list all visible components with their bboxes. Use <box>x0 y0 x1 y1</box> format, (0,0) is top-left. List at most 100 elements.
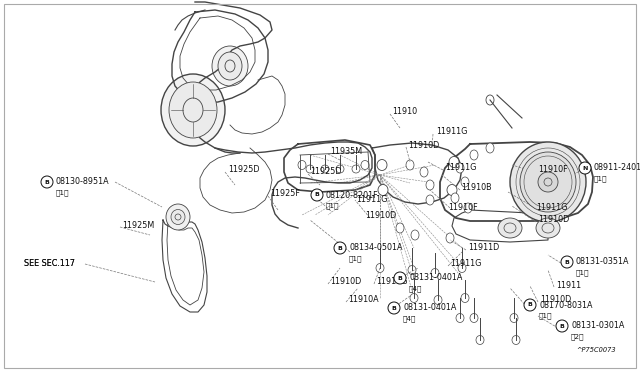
Text: 08120-8201F: 08120-8201F <box>326 190 379 199</box>
Ellipse shape <box>321 165 329 173</box>
Ellipse shape <box>431 269 439 278</box>
Ellipse shape <box>396 223 404 233</box>
Text: 11911G: 11911G <box>376 278 408 286</box>
Ellipse shape <box>166 204 190 230</box>
Text: （2）: （2） <box>571 334 584 340</box>
Ellipse shape <box>161 74 225 146</box>
Text: 11911G: 11911G <box>436 128 467 137</box>
Text: 11925D: 11925D <box>310 167 342 176</box>
Text: 11910D: 11910D <box>540 295 572 305</box>
Text: N: N <box>582 166 588 170</box>
Ellipse shape <box>486 95 494 105</box>
Text: （4）: （4） <box>403 316 417 322</box>
Text: 11911G: 11911G <box>356 196 387 205</box>
Ellipse shape <box>426 195 434 205</box>
Text: B: B <box>45 180 49 185</box>
Circle shape <box>556 320 568 332</box>
Text: 11910: 11910 <box>392 108 417 116</box>
Ellipse shape <box>510 142 586 222</box>
Text: 11925M: 11925M <box>122 221 154 230</box>
Circle shape <box>579 162 591 174</box>
Ellipse shape <box>461 294 469 302</box>
Ellipse shape <box>361 160 369 170</box>
Text: 08131-0351A: 08131-0351A <box>576 257 630 266</box>
Text: ^P75C0073: ^P75C0073 <box>576 347 616 353</box>
Text: （1）: （1） <box>539 313 552 319</box>
Ellipse shape <box>352 165 360 173</box>
Text: 〈1〉: 〈1〉 <box>349 256 362 262</box>
Ellipse shape <box>538 172 558 192</box>
Text: （1）: （1） <box>576 270 589 276</box>
Text: B: B <box>392 305 396 311</box>
Ellipse shape <box>461 177 469 187</box>
Text: 11925F: 11925F <box>270 189 300 199</box>
Ellipse shape <box>171 209 185 224</box>
Text: 11910D: 11910D <box>330 278 361 286</box>
Text: 11911G: 11911G <box>450 260 481 269</box>
Text: 11911G: 11911G <box>536 202 568 212</box>
Ellipse shape <box>456 314 464 323</box>
Text: B: B <box>527 302 532 308</box>
Text: 11911: 11911 <box>556 280 581 289</box>
Ellipse shape <box>520 152 576 212</box>
Text: 11910D: 11910D <box>365 212 396 221</box>
Ellipse shape <box>434 295 442 305</box>
Ellipse shape <box>476 336 484 344</box>
Ellipse shape <box>510 314 518 323</box>
Text: B: B <box>397 276 403 280</box>
Circle shape <box>311 189 323 201</box>
Ellipse shape <box>470 150 478 160</box>
Text: 11910A: 11910A <box>348 295 379 305</box>
Ellipse shape <box>377 160 387 170</box>
Text: 08134-0501A: 08134-0501A <box>349 244 403 253</box>
Ellipse shape <box>420 167 428 177</box>
Ellipse shape <box>298 160 306 170</box>
Text: 11925D: 11925D <box>228 166 259 174</box>
Text: B: B <box>337 246 342 250</box>
Ellipse shape <box>449 157 459 167</box>
Ellipse shape <box>411 230 419 240</box>
Ellipse shape <box>447 185 457 196</box>
Ellipse shape <box>536 218 560 238</box>
Text: 08911-2401A: 08911-2401A <box>594 164 640 173</box>
Ellipse shape <box>169 82 217 138</box>
Text: 08170-8031A: 08170-8031A <box>539 301 593 310</box>
Text: B: B <box>564 260 570 264</box>
Text: 08131-0401A: 08131-0401A <box>403 304 456 312</box>
Text: 08130-8951A: 08130-8951A <box>56 177 109 186</box>
Text: 08131-0301A: 08131-0301A <box>571 321 625 330</box>
Ellipse shape <box>410 294 418 302</box>
Ellipse shape <box>378 185 388 196</box>
Circle shape <box>334 242 346 254</box>
Ellipse shape <box>218 52 242 80</box>
Circle shape <box>561 256 573 268</box>
Text: 11910F: 11910F <box>538 166 568 174</box>
Ellipse shape <box>458 263 466 273</box>
Ellipse shape <box>464 203 472 213</box>
Ellipse shape <box>376 263 384 273</box>
Text: 11910F: 11910F <box>448 202 477 212</box>
Ellipse shape <box>486 143 494 153</box>
Ellipse shape <box>406 160 414 170</box>
Text: 11935M: 11935M <box>330 148 362 157</box>
Circle shape <box>388 302 400 314</box>
Text: 11911G: 11911G <box>445 164 476 173</box>
Ellipse shape <box>446 233 454 243</box>
Text: 11910B: 11910B <box>461 183 492 192</box>
Circle shape <box>524 299 536 311</box>
Text: SEE SEC.117: SEE SEC.117 <box>24 260 75 269</box>
Circle shape <box>41 176 53 188</box>
Text: 11910D: 11910D <box>408 141 439 150</box>
Ellipse shape <box>408 266 416 275</box>
Circle shape <box>394 272 406 284</box>
Text: B: B <box>559 324 564 328</box>
Ellipse shape <box>456 163 464 173</box>
Text: 11911D: 11911D <box>468 244 499 253</box>
Ellipse shape <box>212 46 248 86</box>
Ellipse shape <box>512 336 520 344</box>
Text: 08131-0401A: 08131-0401A <box>409 273 462 282</box>
Text: （1）: （1） <box>594 176 607 182</box>
Text: （1）: （1） <box>56 190 70 196</box>
Ellipse shape <box>426 180 434 190</box>
Text: （4）: （4） <box>409 286 422 292</box>
